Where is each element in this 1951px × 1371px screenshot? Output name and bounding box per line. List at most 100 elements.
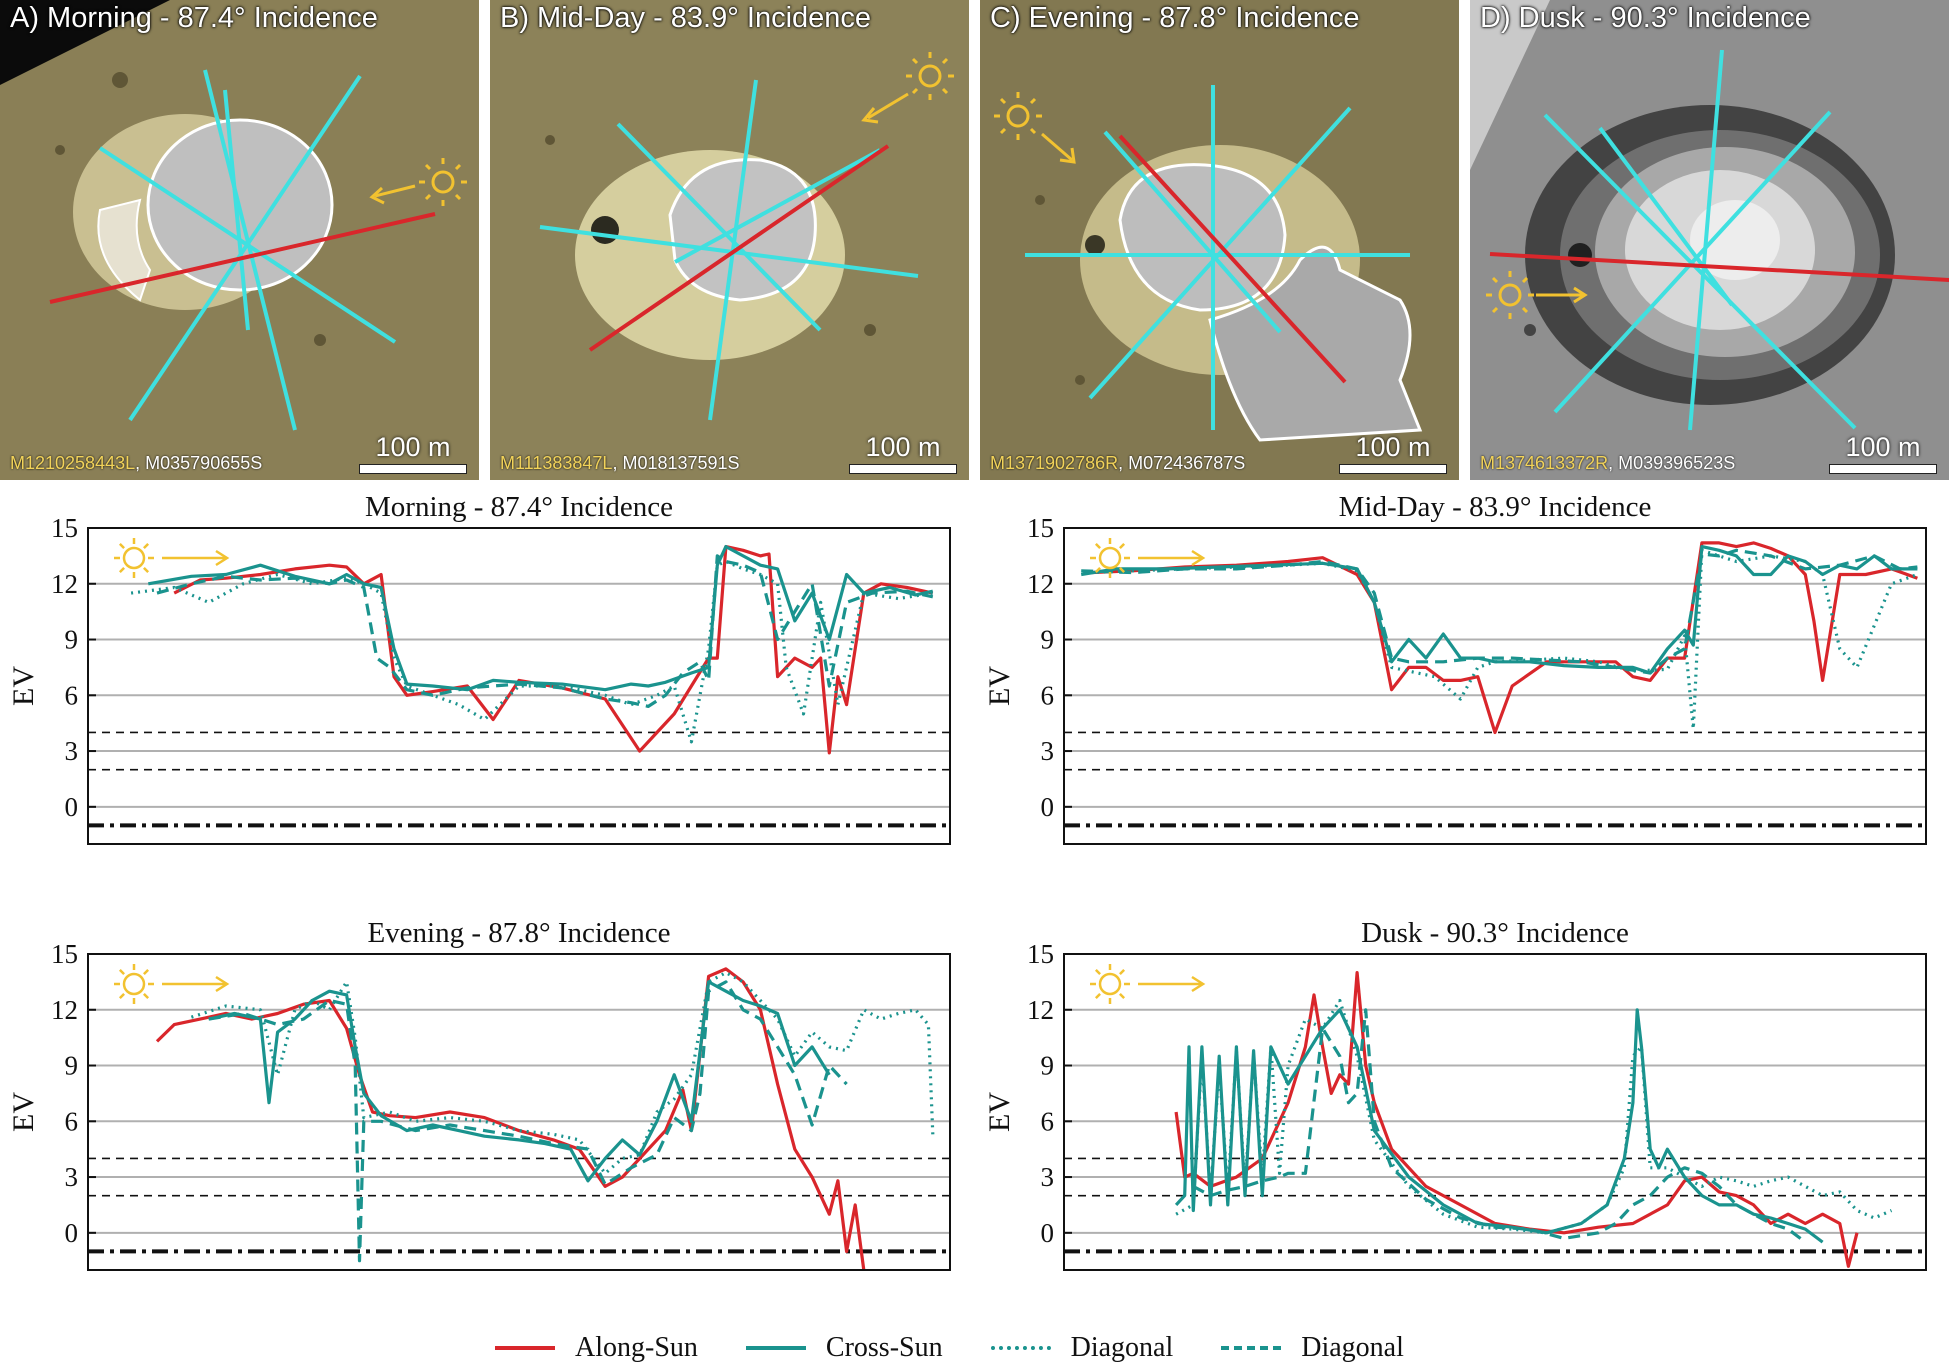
sun-ray (1119, 542, 1126, 549)
sun-ray (143, 567, 150, 574)
y-tick-label: 3 (65, 736, 79, 766)
sun-arrow-head (1191, 549, 1206, 567)
y-axis-label: EV (7, 1092, 40, 1132)
sun-disc (122, 546, 146, 570)
sun-ray (1094, 567, 1101, 574)
ev-charts: 0 3 6 9 12 15 Morning - 87.4° Incidence EV 0 3 6 9 1… (7, 491, 1927, 1271)
series-line-diagonal-dashed (156, 554, 934, 708)
legend-label: Along-Sun (575, 1332, 698, 1363)
sun-icon (114, 964, 230, 1004)
sun-ray (143, 542, 150, 549)
y-tick-label: 15 (51, 939, 78, 969)
sun-icon (114, 538, 230, 578)
panel-a: A) Morning - 87.4° Incidence M1210258443… (0, 0, 479, 480)
nac-image-id: M111383847L (500, 453, 613, 473)
series-line-along-sun-solid (155, 967, 866, 1271)
series-line-along-sun-solid (1089, 541, 1918, 735)
chart-2: 0 3 6 9 12 15 Evening - 87.8° Incidence EV (7, 917, 951, 1271)
scale-bar-label: 100 m (1845, 432, 1921, 462)
plot-frame (1063, 953, 1927, 1271)
legend-label: Diagonal (1070, 1332, 1174, 1363)
sun-icon (1090, 964, 1206, 1004)
y-tick-label: 3 (1041, 1162, 1055, 1192)
y-tick-label: 3 (65, 1162, 79, 1192)
y-tick-label: 0 (65, 792, 79, 822)
scale-bar: 100 m (359, 432, 467, 474)
y-axis-label: EV (983, 1092, 1016, 1132)
legend-swatch (495, 1346, 555, 1350)
scale-bar-line (849, 464, 957, 474)
sun-disc (1098, 546, 1122, 570)
crater-image-d (1470, 0, 1949, 480)
chart-title: Mid-Day - 83.9° Incidence (1339, 491, 1652, 523)
y-tick-label: 12 (51, 995, 78, 1025)
sun-icon (1090, 538, 1206, 578)
nac-image-id: M1371902786R (990, 453, 1119, 473)
y-tick-label: 6 (1041, 680, 1055, 710)
sun-ray (1119, 567, 1126, 574)
sun-disc (1098, 972, 1122, 996)
y-tick-label: 15 (51, 513, 78, 543)
panel-title: D) Dusk - 90.3° Incidence (1480, 2, 1811, 34)
chart-title: Dusk - 90.3° Incidence (1361, 917, 1629, 949)
y-tick-label: 9 (65, 1051, 79, 1081)
wac-image-id: M072436787S (1128, 453, 1246, 473)
series-line-diagonal-dashed (1192, 1008, 1807, 1244)
image-ids: M1371902786R, M072436787S (990, 453, 1246, 473)
y-tick-label: 0 (1041, 1218, 1055, 1248)
sun-ray (118, 993, 125, 1000)
sun-arrow-head (215, 975, 230, 993)
scale-bar-line (359, 464, 467, 474)
series-line-diagonal-dotted (190, 971, 935, 1175)
chart-3: 0 3 6 9 12 15 Dusk - 90.3° Incidence EV (983, 917, 1927, 1271)
sun-ray (1119, 968, 1126, 975)
sun-disc (122, 972, 146, 996)
legend-swatch (1221, 1346, 1282, 1350)
panel-b: B) Mid-Day - 83.9° Incidence M111383847L… (490, 0, 969, 480)
image-ids: M1210258443L, M035790655S (10, 453, 263, 473)
sun-arrow-head (1191, 975, 1206, 993)
sun-ray (1094, 542, 1101, 549)
y-tick-label: 15 (1027, 513, 1054, 543)
y-tick-label: 3 (1041, 736, 1055, 766)
y-axis-label: EV (7, 666, 40, 706)
plot-frame (1063, 527, 1927, 845)
sun-arrow-head (215, 549, 230, 567)
sun-ray (1119, 993, 1126, 1000)
y-tick-label: 6 (65, 1106, 79, 1136)
legend-label: Cross-Sun (825, 1332, 943, 1363)
y-tick-label: 12 (1027, 569, 1054, 599)
nac-image-id: M1210258443L (10, 453, 136, 473)
panel-title: C) Evening - 87.8° Incidence (990, 2, 1360, 34)
series-line-along-sun-solid (1174, 971, 1859, 1268)
legend-item-along-sun: Along-Sun (495, 1332, 698, 1364)
series-line-diagonal-dotted (1175, 998, 1893, 1235)
y-tick-label: 0 (1041, 792, 1055, 822)
y-axis-label: EV (983, 666, 1016, 706)
series-line-diagonal-dashed (1081, 548, 1918, 675)
sun-ray (143, 968, 150, 975)
legend-item-diagonal-dashed: Diagonal (1221, 1332, 1404, 1364)
y-tick-label: 12 (1027, 995, 1054, 1025)
panel-title: B) Mid-Day - 83.9° Incidence (500, 2, 872, 34)
y-tick-label: 12 (51, 569, 78, 599)
crater-image-b (490, 0, 969, 480)
panel-title: A) Morning - 87.4° Incidence (10, 2, 378, 34)
crater-image-a (0, 0, 479, 480)
scale-bar: 100 m (1339, 432, 1447, 474)
wac-image-id: M018137591S (622, 453, 740, 473)
scale-bar-label: 100 m (375, 432, 451, 462)
series-line-cross-sun-solid (208, 980, 831, 1183)
legend: Along-Sun Cross-Sun Diagonal Diagonal (495, 1328, 1452, 1368)
image-ids: M111383847L, M018137591S (500, 453, 740, 473)
sun-icon (994, 92, 1076, 164)
y-tick-label: 9 (65, 625, 79, 655)
plot-frame (87, 527, 951, 845)
legend-swatch (990, 1346, 1051, 1350)
scale-bar-label: 100 m (865, 432, 941, 462)
legend-item-diagonal-dotted: Diagonal (990, 1332, 1174, 1364)
sun-icon (1486, 271, 1588, 319)
panel-d: D) Dusk - 90.3° Incidence M1374613372R, … (1470, 0, 1949, 480)
scale-bar-label: 100 m (1355, 432, 1431, 462)
y-tick-label: 9 (1041, 625, 1055, 655)
